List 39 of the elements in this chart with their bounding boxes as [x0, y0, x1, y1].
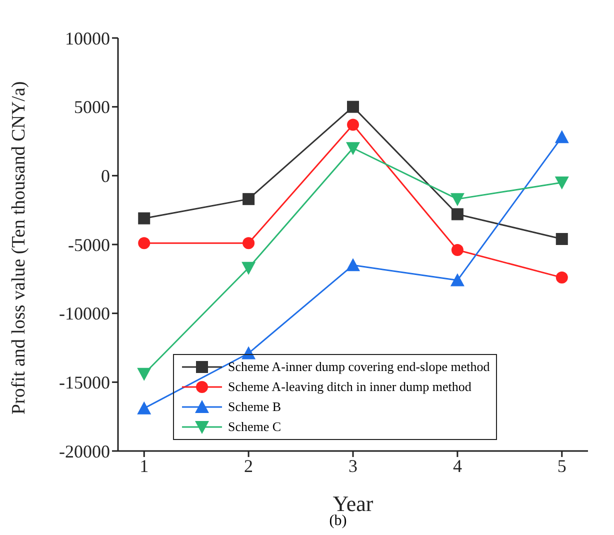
point [242, 262, 256, 275]
point [556, 232, 568, 245]
x-axis-title: Year [332, 491, 374, 516]
point [346, 258, 360, 272]
point [451, 244, 464, 256]
y-tick-label: 5000 [74, 97, 110, 118]
x-tick-label: 2 [244, 456, 254, 476]
point [242, 346, 256, 360]
x-tick-label: 5 [557, 456, 566, 476]
x-tick-label: 3 [348, 456, 358, 476]
y-tick-label: 10000 [65, 28, 110, 48]
y-tick-label: 0 [101, 166, 110, 186]
legend-label: Scheme A-inner dump covering end-slope method [228, 359, 490, 375]
point [138, 237, 150, 250]
y-tick-label: -5000 [68, 234, 110, 255]
legend-label: Scheme B [228, 399, 282, 415]
point [242, 193, 255, 206]
point [346, 142, 360, 156]
y-tick-label: -20000 [59, 441, 110, 462]
point [450, 273, 464, 286]
point [554, 176, 569, 190]
legend-label: Scheme A-leaving ditch in inner dump method [228, 379, 472, 395]
point [451, 208, 464, 220]
point [137, 368, 152, 381]
point [556, 272, 568, 284]
text: (b) [328, 513, 348, 530]
point [138, 212, 150, 224]
x-tick-label: 1 [140, 456, 149, 476]
x-tick-label: 4 [452, 456, 462, 476]
legend-label: Scheme C [228, 419, 282, 435]
y-tick-label: -15000 [59, 372, 110, 393]
point [450, 193, 464, 206]
point [242, 237, 255, 250]
point [347, 118, 359, 131]
point [347, 100, 359, 113]
point [137, 401, 152, 414]
y-tick-label: -10000 [59, 304, 110, 324]
point [554, 130, 569, 144]
y-axis-title: Profit and loss value (Ten thousand CNY/a) [8, 81, 30, 414]
